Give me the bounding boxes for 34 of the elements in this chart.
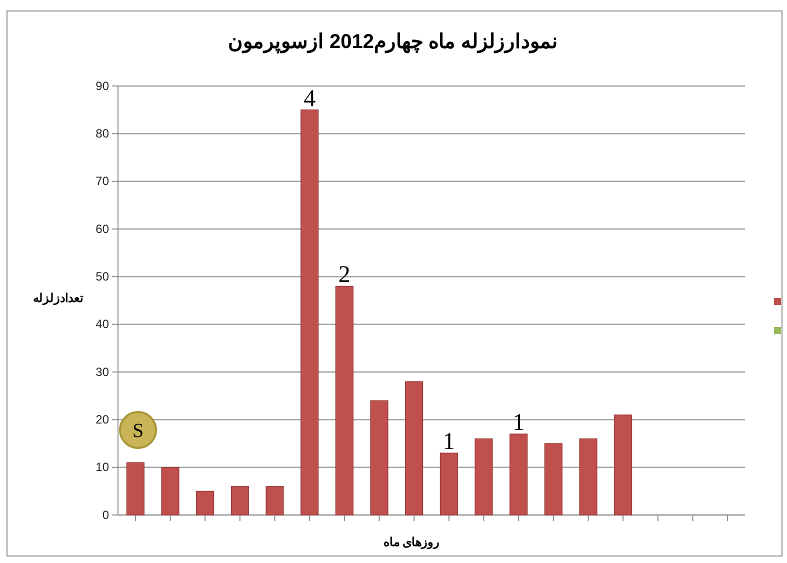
y-tick-label: 20 — [96, 412, 110, 427]
bar — [614, 414, 632, 516]
annotation: 2 — [338, 262, 350, 288]
chart-title: نمودارزلزله ماه چهارم2012 ازسوپرمون — [228, 31, 558, 54]
bar — [126, 462, 144, 516]
bar — [544, 443, 562, 516]
annotation: 1 — [512, 410, 525, 436]
bar — [300, 110, 319, 516]
y-tick-label: 40 — [96, 317, 110, 332]
bar — [440, 452, 458, 516]
bar — [579, 438, 598, 516]
bar — [196, 490, 214, 516]
bar — [370, 400, 388, 516]
bar — [510, 434, 528, 516]
y-axis-title: تعدادزلزله — [33, 291, 84, 306]
bar — [230, 486, 249, 516]
x-axis-title: روزهای ماه — [383, 535, 440, 550]
annotation: 4 — [304, 86, 316, 112]
annotation: S — [132, 420, 144, 442]
annotation: 1 — [442, 429, 455, 456]
y-tick-label: 70 — [96, 174, 110, 188]
bar — [161, 467, 180, 516]
bar — [266, 486, 284, 516]
circle-icon: S — [119, 411, 157, 449]
bar — [474, 438, 493, 516]
y-tick-label: 10 — [96, 460, 110, 474]
bar — [335, 286, 354, 516]
bar — [405, 381, 424, 516]
y-tick-label: 60 — [96, 222, 110, 236]
y-tick-label: 30 — [96, 364, 110, 379]
y-tick-label: 50 — [96, 270, 110, 284]
y-tick-label: 80 — [96, 126, 110, 141]
y-tick-label: 0 — [102, 508, 110, 522]
y-tick-label: 90 — [96, 78, 110, 93]
